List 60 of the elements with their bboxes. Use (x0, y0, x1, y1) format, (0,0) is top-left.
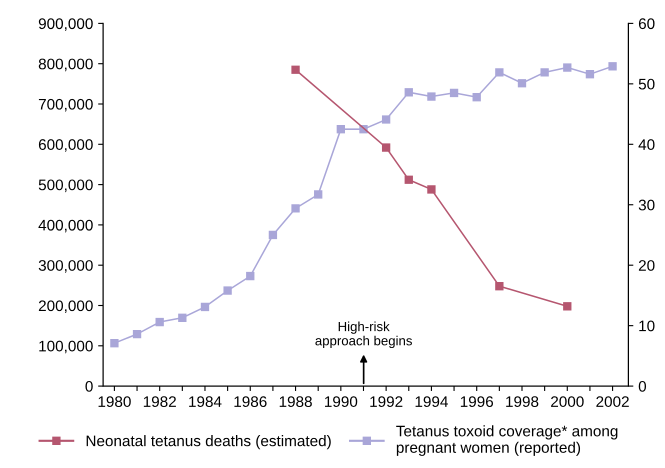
legend-label: Neonatal tetanus deaths (estimated) (86, 435, 331, 450)
x-tick-label: 1998 (506, 396, 538, 408)
y-tick-label: 800,000 (38, 58, 93, 72)
y2-tick-label: 20 (638, 260, 655, 271)
y-tick-label: 300,000 (38, 260, 93, 273)
legend-label: Tetanus toxoid coverage* among pregnant women (reported) (396, 425, 618, 456)
y2-tick-label: 10 (639, 320, 655, 332)
point (314, 190, 322, 199)
y-tick-label: 100,000 (39, 340, 93, 354)
x-tick-label: 1986 (234, 396, 267, 408)
y-tick-label: 0 (85, 380, 93, 392)
y-tick-label: 900,000 (38, 18, 93, 31)
point (586, 70, 594, 78)
point (404, 88, 413, 96)
x-tick-label: 1996 (460, 396, 494, 408)
point (472, 92, 481, 102)
annotation: High-risk approach begins (315, 322, 412, 348)
point (540, 68, 549, 77)
y-tick-label: 600,000 (38, 139, 93, 152)
y-tick-label: 500,000 (38, 179, 93, 192)
point (450, 88, 458, 98)
x-tick-label: 1988 (280, 396, 312, 408)
point (495, 68, 504, 77)
x-tick-label: 1994 (416, 396, 448, 408)
point (268, 230, 278, 240)
x-tick-label: 1984 (189, 396, 222, 408)
x-tick-label: 1992 (370, 396, 402, 408)
y2-tick-label: 50 (638, 78, 655, 90)
y-tick-label: 400,000 (38, 220, 93, 232)
x-tick-label: 2002 (596, 396, 629, 408)
point (495, 282, 504, 290)
y2-tick-label: 40 (638, 139, 655, 150)
point (427, 185, 436, 194)
point (223, 286, 232, 295)
point (404, 176, 413, 184)
y2-tick-label: 0 (638, 380, 646, 392)
y2-tick-label: 60 (638, 18, 655, 30)
point (291, 66, 300, 74)
point (382, 115, 390, 124)
point (336, 125, 346, 134)
point (132, 330, 142, 338)
y-tick-label: 200,000 (38, 300, 93, 313)
point (563, 63, 572, 72)
point (110, 339, 119, 348)
point (382, 143, 390, 152)
point (427, 92, 436, 101)
x-tick-label: 1982 (144, 396, 176, 408)
point (178, 314, 186, 322)
point (608, 62, 617, 70)
point (246, 272, 254, 280)
y2-tick-label: 30 (638, 200, 655, 210)
y-tick-label: 700,000 (38, 98, 93, 112)
point (518, 79, 526, 88)
x-tick-label: 1980 (98, 396, 131, 408)
point (156, 318, 164, 326)
x-tick-label: 2000 (551, 396, 584, 408)
point (291, 204, 300, 213)
point (563, 302, 572, 310)
point (200, 302, 210, 312)
x-tick-label: 1990 (325, 396, 358, 408)
